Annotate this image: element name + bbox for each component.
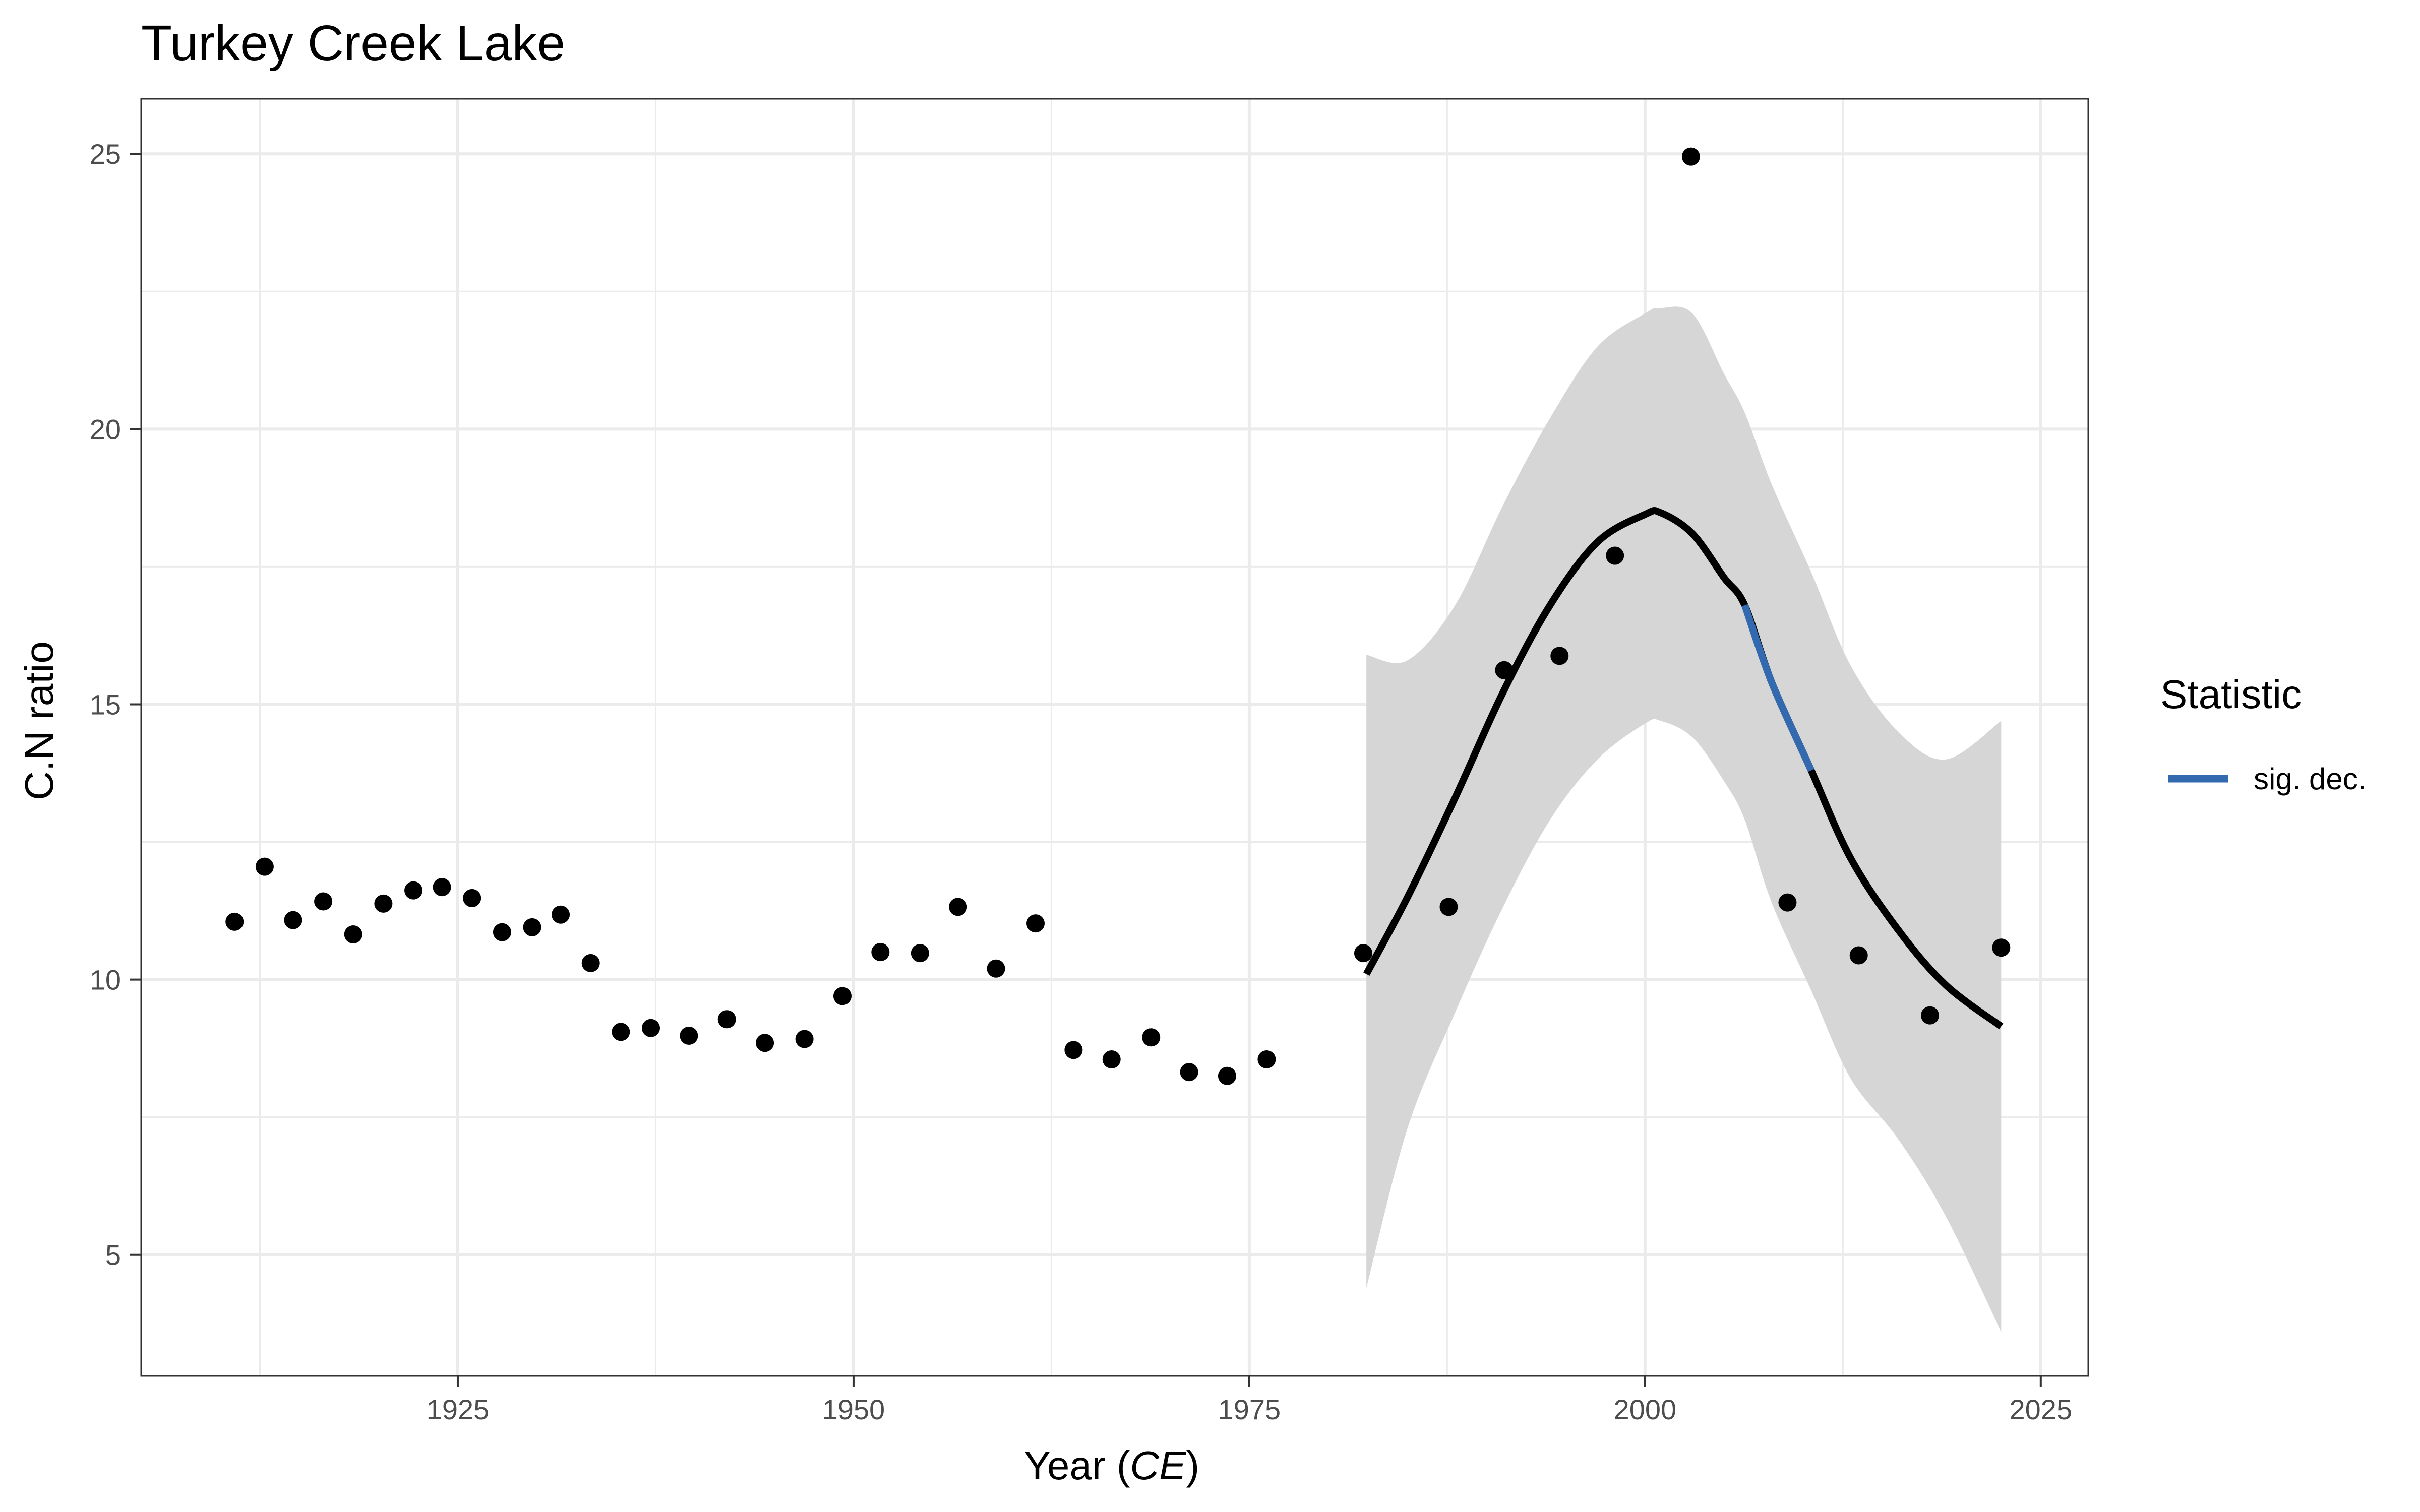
data-point <box>1495 661 1514 679</box>
data-point <box>642 1019 660 1037</box>
data-point <box>1681 147 1700 166</box>
data-point <box>1142 1028 1161 1047</box>
y-tick-label: 5 <box>105 1239 121 1271</box>
data-point <box>374 894 393 913</box>
data-points <box>225 147 2011 1085</box>
data-point <box>493 923 511 941</box>
fit-line <box>1363 507 2004 1030</box>
data-point <box>314 892 333 911</box>
x-tick-label: 1925 <box>427 1394 490 1425</box>
data-point <box>1778 893 1797 912</box>
data-point <box>523 918 541 936</box>
data-point <box>1849 946 1868 965</box>
data-point <box>463 889 481 907</box>
y-tick-label: 20 <box>90 413 121 445</box>
data-point <box>581 954 600 972</box>
data-point <box>1102 1050 1121 1068</box>
confidence-band <box>1366 306 2002 1332</box>
data-point <box>404 881 423 900</box>
y-axis-title: C.N ratio <box>17 641 62 800</box>
x-axis: 1925 1950 1975 2000 2025 <box>427 1376 2072 1425</box>
x-axis-title-suffix: ) <box>1186 1443 1200 1488</box>
y-tick-label: 15 <box>90 688 121 720</box>
x-tick-label: 2025 <box>2010 1394 2073 1425</box>
data-point <box>1550 647 1569 665</box>
panel-border <box>140 98 2089 1377</box>
data-point <box>871 942 890 961</box>
data-point <box>1180 1063 1198 1082</box>
data-point <box>911 944 929 963</box>
x-tick-label: 2000 <box>1614 1394 1677 1425</box>
data-point <box>1439 898 1458 916</box>
data-point <box>284 911 302 929</box>
data-point <box>756 1034 774 1052</box>
data-point <box>833 987 852 1005</box>
data-point <box>1921 1006 1940 1025</box>
data-point <box>795 1030 814 1048</box>
data-point <box>1992 938 2011 957</box>
x-axis-title-prefix: Year ( <box>1024 1443 1130 1488</box>
data-point <box>1064 1041 1083 1059</box>
x-tick-label: 1975 <box>1218 1394 1281 1425</box>
x-tick-label: 1950 <box>822 1394 885 1425</box>
chart-title: Turkey Creek Lake <box>141 15 565 72</box>
data-point <box>1606 546 1624 565</box>
y-tick-label: 10 <box>90 964 121 996</box>
data-point <box>717 1010 736 1029</box>
panel <box>140 98 2089 1377</box>
data-point <box>1026 914 1045 933</box>
x-axis-title-italic: CE <box>1130 1443 1187 1488</box>
sig-dec-line <box>1741 604 1814 772</box>
data-point <box>1257 1050 1276 1068</box>
data-point <box>949 898 967 916</box>
data-point <box>225 912 244 931</box>
legend: Statistic sig. dec. <box>2160 672 2366 796</box>
legend-label-sig-dec: sig. dec. <box>2254 762 2366 796</box>
data-point <box>612 1023 630 1041</box>
data-point <box>344 925 362 944</box>
legend-title: Statistic <box>2160 672 2302 717</box>
data-point <box>552 905 570 924</box>
data-point <box>255 857 274 876</box>
data-point <box>987 959 1005 978</box>
y-tick-label: 25 <box>90 138 121 170</box>
data-point <box>1354 944 1372 963</box>
data-point <box>680 1026 698 1045</box>
y-axis: 5 10 15 20 25 <box>90 138 141 1271</box>
data-point <box>1218 1066 1236 1085</box>
x-axis-title: Year (CE) <box>1024 1443 1199 1488</box>
data-point <box>433 878 451 897</box>
